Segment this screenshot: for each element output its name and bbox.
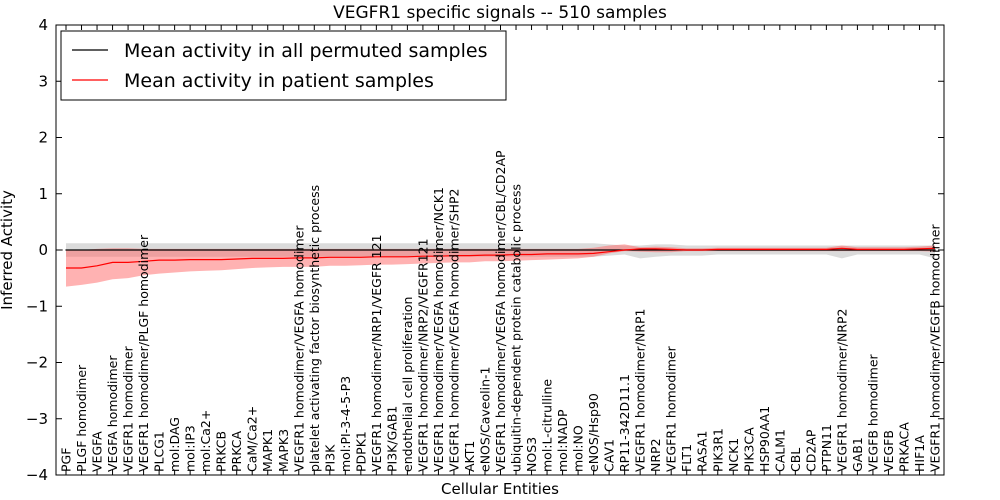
category-label: PTPN11 xyxy=(819,424,834,472)
y-tick-label: −3 xyxy=(26,410,48,428)
category-label: platelet activating factor biosynthetic … xyxy=(307,185,322,472)
category-label: mol:Ca2+ xyxy=(198,410,213,472)
y-tick-label: −2 xyxy=(26,354,48,372)
category-label: VEGFR1 homodimer/VEGFB homodimer xyxy=(928,224,943,472)
category-label: PIK3CA xyxy=(741,427,756,472)
category-label: PI3K/GAB1 xyxy=(384,406,399,472)
category-label: mol:PI-3-4-5-P3 xyxy=(338,376,353,472)
category-label: VEGFR1 homodimer/VEGFA homodimer/CBL/CD2… xyxy=(493,150,508,472)
category-label: CALM1 xyxy=(772,429,787,472)
category-label: CAV1 xyxy=(602,439,617,472)
category-label: PIK3R1 xyxy=(710,428,725,472)
category-label: PDPK1 xyxy=(353,431,368,472)
category-label: VEGFR1 homodimer/NRP1/VEGFR 121 xyxy=(369,234,384,472)
category-label: GAB1 xyxy=(850,437,865,472)
category-label: NCK1 xyxy=(726,438,741,472)
category-label: HSP90AA1 xyxy=(757,406,772,472)
category-label: mol:IP3 xyxy=(183,425,198,472)
y-tick-label: −1 xyxy=(26,297,48,315)
category-label: PGF xyxy=(59,448,74,472)
category-label: mol:NO xyxy=(571,425,586,472)
category-label: HIF1A xyxy=(912,435,927,472)
category-label: NRP2 xyxy=(648,438,663,472)
y-tick-label: 0 xyxy=(38,241,48,259)
y-axis-label: Inferred Activity xyxy=(0,190,16,310)
category-label: VEGFR1 homodimer xyxy=(664,345,679,472)
category-label: endothelial cell proliferation xyxy=(400,297,415,472)
category-label: MAPK1 xyxy=(260,429,275,472)
category-label: MAPK3 xyxy=(276,429,291,472)
legend-label-permuted: Mean activity in all permuted samples xyxy=(124,40,487,62)
category-label: FLT1 xyxy=(679,444,694,472)
x-axis-label: Cellular Entities xyxy=(441,480,559,498)
y-tick-label: −4 xyxy=(26,466,48,484)
category-label: CD2AP xyxy=(803,429,818,472)
category-label: PI3K xyxy=(322,444,337,472)
category-label: VEGFB homodimer xyxy=(865,353,880,472)
patient-range-band xyxy=(66,244,935,287)
category-label: eNOS/Caveolin-1 xyxy=(478,367,493,472)
category-label: RASA1 xyxy=(695,431,710,472)
category-label: VEGFR1 homodimer xyxy=(121,345,136,472)
legend: Mean activity in all permuted samples Me… xyxy=(60,30,507,101)
category-label: eNOS/Hsp90 xyxy=(586,393,601,472)
category-label: RP11-342D11.1 xyxy=(617,374,632,472)
category-label: VEGFR1 homodimer/NRP2 xyxy=(834,309,849,472)
y-tick-label: 1 xyxy=(38,185,48,203)
category-label: VEGFR1 homodimer/VEGFA homodimer/SHP2 xyxy=(446,188,461,472)
category-label: VEGFR1 homodimer/VEGFA homodimer xyxy=(291,225,306,472)
category-label: VEGFB xyxy=(881,430,896,472)
category-label: PRKACA xyxy=(897,422,912,472)
category-label: VEGFR1 homodimer/VEGFA homodimer/NCK1 xyxy=(431,187,446,472)
legend-label-patient: Mean activity in patient samples xyxy=(124,70,434,92)
category-label: PRKCA xyxy=(229,431,244,472)
category-label: VEGFR1 homodimer/PLGF homodimer xyxy=(136,234,151,472)
category-label: mol:L-citrulline xyxy=(540,379,555,472)
chart-title: VEGFR1 specific signals -- 510 samples xyxy=(333,3,667,23)
category-label: mol:DAG xyxy=(167,417,182,472)
y-tick-label: 3 xyxy=(38,72,48,90)
plot-frame xyxy=(55,24,945,476)
category-label: PLCG1 xyxy=(152,431,167,472)
category-label: AKT1 xyxy=(462,441,477,472)
patient-mean-line xyxy=(66,247,936,269)
category-label: NOS3 xyxy=(524,437,539,472)
category-label: CaM/Ca2+ xyxy=(245,406,260,472)
legend-box xyxy=(60,30,507,101)
y-tick-label: 2 xyxy=(38,129,48,147)
category-label: mol:NADP xyxy=(555,409,570,472)
category-label: VEGFR1 homodimer/NRP2/VEGFR121 xyxy=(415,238,430,472)
category-label: VEGFA xyxy=(90,431,105,472)
category-label: PRKCB xyxy=(214,431,229,472)
category-label: CBL xyxy=(788,448,803,472)
category-label: VEGFA homodimer xyxy=(105,355,120,472)
category-label: VEGFR1 homodimer/NRP1 xyxy=(633,309,648,472)
category-label: PLGF homodimer xyxy=(74,364,89,472)
category-label: ubiquitin-dependent protein catabolic pr… xyxy=(509,184,524,472)
y-tick-label: 4 xyxy=(38,16,48,34)
